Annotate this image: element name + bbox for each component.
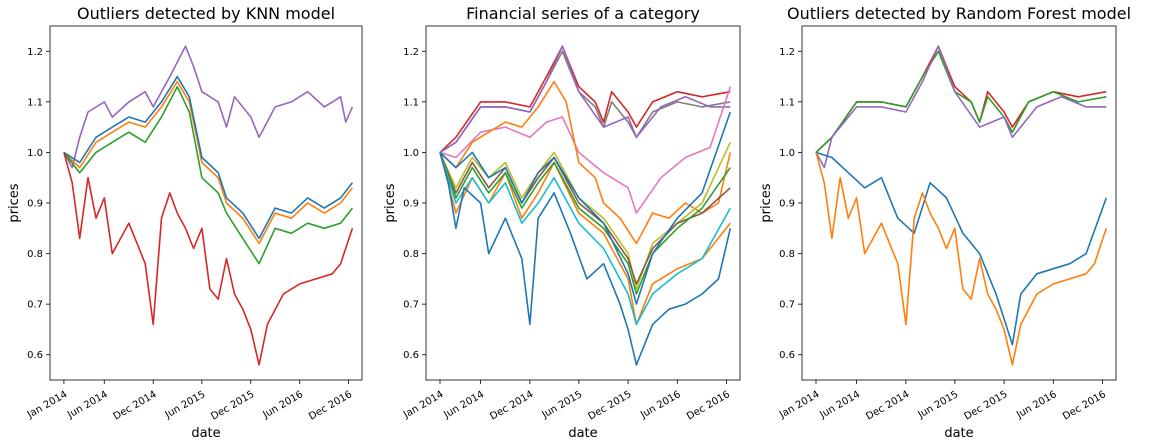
series-group (815, 45, 1108, 366)
y-tick-label: 0.6 (779, 350, 795, 361)
x-tick-label: Dec 2014 (112, 389, 159, 423)
series-line-2 (815, 50, 1107, 153)
x-tick-label: Jun 2016 (638, 389, 683, 421)
series-line-1 (63, 45, 354, 169)
chart-title: Outliers detected by Random Forest model (787, 4, 1131, 23)
y-tick-label: 0.6 (27, 350, 43, 361)
series-line-2 (63, 80, 354, 245)
y-tick-label: 1.2 (27, 47, 43, 58)
y-tick-label: 1.0 (403, 148, 419, 159)
y-tick-label: 1.1 (779, 97, 795, 108)
series-group (63, 45, 354, 366)
series-line-5 (63, 152, 354, 366)
x-tick-label: Dec 2016 (1061, 389, 1108, 423)
x-tick-label: Jun 2014 (65, 389, 110, 421)
y-tick-label: 1.0 (27, 148, 43, 159)
x-tick-label: Dec 2015 (587, 389, 634, 423)
x-axis-label: date (191, 426, 220, 441)
series-line-3 (815, 45, 1107, 169)
y-tick-label: 0.6 (403, 350, 419, 361)
chart-title: Outliers detected by KNN model (77, 4, 335, 23)
y-tick-label: 0.7 (403, 300, 419, 311)
y-tick-label: 0.8 (403, 249, 419, 260)
x-tick-label: Dec 2016 (685, 389, 732, 423)
y-tick-label: 1.2 (403, 47, 419, 58)
y-tick-label: 0.8 (779, 249, 795, 260)
x-tick-label: Jan 2014 (777, 389, 822, 421)
y-tick-label: 1.2 (779, 47, 795, 58)
series-line-4 (439, 86, 732, 214)
x-tick-label: Dec 2015 (963, 389, 1010, 423)
x-axis-label: date (944, 426, 973, 441)
y-tick-label: 0.7 (779, 300, 795, 311)
series-line-11 (439, 152, 732, 366)
y-tick-label: 0.8 (27, 249, 43, 260)
y-tick-label: 0.9 (403, 199, 419, 210)
x-tick-label: Jan 2014 (25, 389, 70, 421)
series-line-1 (439, 45, 731, 153)
x-tick-label: Jun 2015 (163, 389, 208, 421)
series-line-7 (439, 141, 732, 290)
x-tick-label: Dec 2014 (488, 389, 535, 423)
series-line-3 (63, 75, 354, 240)
y-tick-label: 1.1 (27, 97, 43, 108)
series-line-4 (815, 151, 1108, 346)
x-axis-label: date (568, 426, 597, 441)
x-tick-label: Jun 2016 (261, 389, 306, 421)
x-tick-label: Jun 2016 (1014, 389, 1059, 421)
series-line-5 (439, 80, 732, 245)
x-tick-label: Dec 2015 (209, 389, 256, 423)
series-line-6 (439, 152, 731, 326)
series-group (439, 45, 732, 366)
y-tick-label: 0.9 (27, 199, 43, 210)
series-line-3 (439, 45, 731, 154)
y-axis-label: prices (759, 183, 774, 222)
x-tick-label: Jan 2014 (401, 389, 446, 421)
x-tick-label: Dec 2014 (864, 389, 911, 423)
x-tick-label: Jun 2015 (540, 389, 585, 421)
y-axis-label: prices (383, 183, 398, 222)
x-tick-label: Jun 2014 (817, 389, 862, 421)
series-line-1 (815, 45, 1107, 153)
chart-title: Financial series of a category (466, 4, 700, 23)
x-tick-label: Jun 2014 (441, 389, 486, 421)
y-axis-label: prices (7, 183, 22, 222)
series-line-10 (439, 152, 731, 326)
y-tick-label: 0.7 (27, 300, 43, 311)
y-tick-label: 1.0 (779, 148, 795, 159)
series-line-4 (63, 85, 354, 265)
y-tick-label: 0.9 (779, 199, 795, 210)
series-line-9 (439, 152, 731, 295)
series-line-12 (439, 111, 732, 305)
x-tick-label: Jun 2015 (916, 389, 961, 421)
series-line-5 (815, 152, 1108, 366)
y-tick-label: 1.1 (403, 97, 419, 108)
plot-frame (801, 25, 1117, 381)
x-tick-label: Dec 2016 (307, 389, 354, 423)
